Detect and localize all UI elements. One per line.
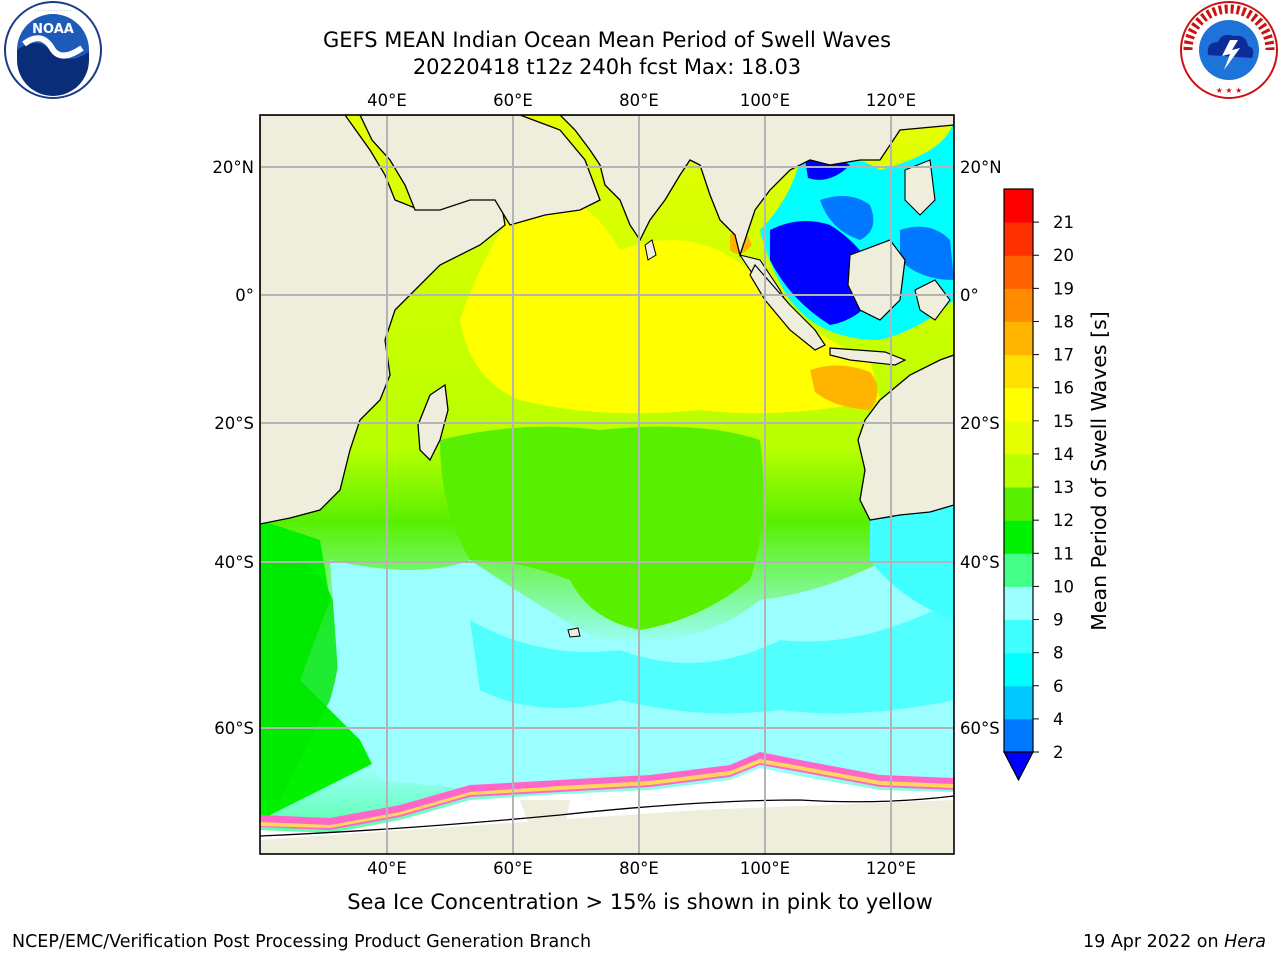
svg-text:· · · · · · · · · · · ·: · · · · · · · · · · · · — [35, 8, 72, 14]
sea-ice-caption: Sea Ice Concentration > 15% is shown in … — [347, 890, 933, 914]
colorbar-tick-label: 16 — [1053, 379, 1074, 398]
lon-label-top-120e: 120°E — [866, 91, 916, 110]
lon-label-bottom-40e: 40°E — [367, 859, 407, 878]
colorbar-segment — [1004, 321, 1033, 356]
swell-region-below-2 — [770, 221, 880, 325]
footer-host: Hera — [1224, 932, 1266, 952]
colorbar-label: Mean Period of Swell Waves [s] — [1087, 311, 1111, 631]
lat-label-right-40s: 40°S — [960, 553, 1000, 572]
africa — [260, 115, 506, 525]
chart-title: GEFS MEAN Indian Ocean Mean Period of Sw… — [322, 28, 892, 52]
graticule — [260, 115, 954, 854]
colorbar-tick-label: 15 — [1053, 412, 1074, 431]
lat-label-right-20s: 20°S — [960, 414, 1000, 433]
lat-label-right-0: 0° — [960, 286, 979, 305]
lon-label-bottom-100e: 100°E — [740, 859, 790, 878]
swell-region-8-9 — [330, 520, 954, 790]
colorbar-segment — [1004, 685, 1033, 720]
colorbar-segment — [1004, 189, 1033, 223]
colorbar-tick-label: 2 — [1053, 743, 1064, 762]
colorbar: 2 4 6 8 9 10 11 12 13 14 15 16 17 18 19 20 21 — [1003, 188, 1074, 782]
colorbar-tick-label: 4 — [1053, 710, 1064, 729]
colorbar-tick-label: 6 — [1053, 677, 1064, 696]
colorbar-segment — [1004, 387, 1033, 422]
colorbar-tick-label: 18 — [1053, 312, 1074, 331]
colorbar-frame — [1003, 188, 1034, 753]
lon-label-top-40e: 40°E — [367, 91, 407, 110]
noaa-logo: NOAA · · · · · · · · · · · · — [4, 1, 102, 99]
colorbar-tick-label: 21 — [1053, 213, 1074, 232]
colorbar-tick-label: 8 — [1053, 644, 1064, 663]
lat-label-left-20n: 20°N — [212, 158, 254, 177]
arabian-peninsula — [359, 115, 601, 226]
lon-label-bottom-60e: 60°E — [493, 859, 533, 878]
colorbar-segment — [1004, 718, 1033, 753]
lat-label-right-20n: 20°N — [960, 158, 1002, 177]
colorbar-segment — [1004, 255, 1033, 289]
colorbar-segment — [1004, 586, 1033, 621]
footer-date-text: 19 Apr 2022 on — [1083, 932, 1225, 952]
colorbar-segment — [1004, 453, 1033, 488]
lon-label-top-100e: 100°E — [740, 91, 790, 110]
lat-label-left-40s: 40°S — [214, 553, 254, 572]
colorbar-tick-label: 20 — [1053, 246, 1074, 265]
footer-credit: NCEP/EMC/Verification Post Processing Pr… — [12, 932, 592, 952]
colorbar-tick-label: 12 — [1053, 511, 1074, 530]
colorbar-segment — [1004, 487, 1033, 521]
colorbar-segment — [1004, 619, 1033, 654]
south-asia — [559, 115, 954, 258]
swell-region-16-17 — [810, 365, 878, 410]
footer-date: 19 Apr 2022 on Hera — [1083, 932, 1266, 952]
colorbar-tick-label: 17 — [1053, 346, 1074, 365]
swell-region-14-15 — [460, 195, 880, 414]
noaa-logo-text: NOAA — [32, 22, 74, 37]
swell-region-11-12 — [440, 426, 764, 630]
colorbar-tick-label: 19 — [1053, 279, 1074, 298]
colorbar-segment — [1004, 288, 1033, 322]
colorbar-segment — [1004, 553, 1033, 587]
svg-text:★ ★ ★: ★ ★ ★ — [1216, 86, 1243, 95]
sumatra — [749, 263, 826, 351]
lon-label-top-80e: 80°E — [619, 91, 659, 110]
colorbar-tick-label: 10 — [1053, 577, 1074, 596]
lon-label-bottom-120e: 120°E — [866, 859, 916, 878]
lat-label-left-60s: 60°S — [214, 719, 254, 738]
lat-label-left-0: 0° — [235, 286, 254, 305]
lon-label-bottom-80e: 80°E — [619, 859, 659, 878]
australia — [857, 354, 954, 521]
colorbar-segment — [1004, 354, 1033, 389]
colorbar-tick-label: 14 — [1053, 445, 1074, 464]
colorbar-segment — [1004, 520, 1033, 554]
map-frame — [259, 114, 955, 855]
lat-label-right-60s: 60°S — [960, 719, 1000, 738]
sea-ice-edge — [260, 752, 954, 830]
lat-label-left-20s: 20°S — [214, 414, 254, 433]
map-plot-area — [260, 115, 954, 854]
chart-subtitle: 20220418 t12z 240h fcst Max: 18.03 — [412, 55, 802, 79]
colorbar-segment — [1004, 652, 1033, 687]
colorbar-tick-label: 9 — [1053, 611, 1064, 630]
lon-label-top-60e: 60°E — [493, 91, 533, 110]
colorbar-under-triangle — [1003, 751, 1034, 782]
colorbar-segment — [1004, 222, 1033, 256]
colorbar-segment — [1004, 420, 1033, 455]
nws-logo: ★ ★ ★ — [1180, 1, 1278, 99]
colorbar-tick-label: 11 — [1053, 544, 1074, 563]
colorbar-tick-label: 13 — [1053, 478, 1074, 497]
